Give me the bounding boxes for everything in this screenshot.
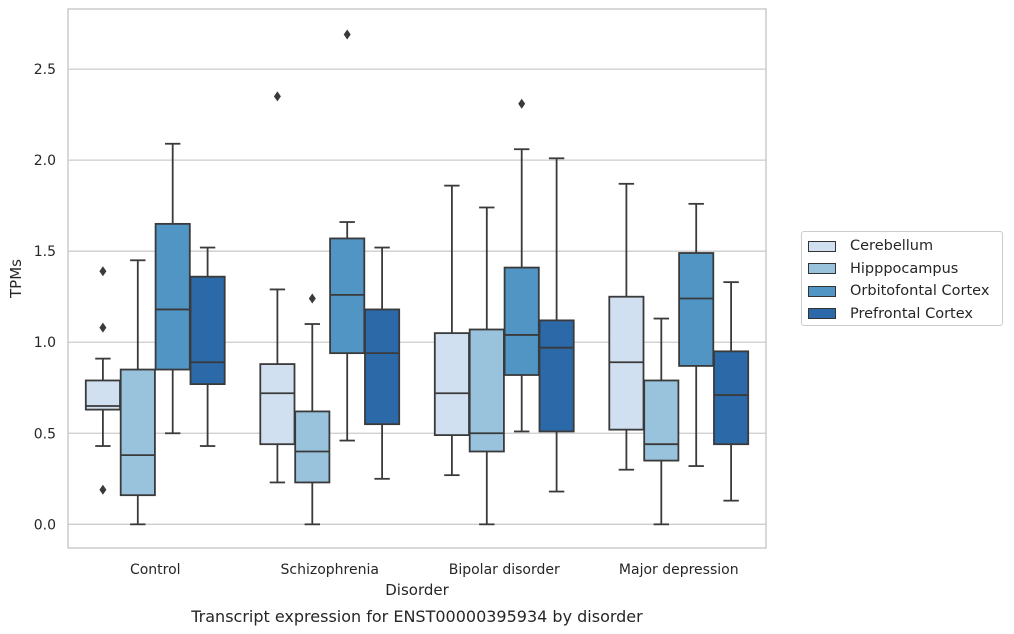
box (119, 259, 156, 526)
y-tick-label: 0.5 (34, 426, 56, 442)
y-axis-ticks: 0.0 0.5 1.0 1.5 2.0 2.5 (34, 62, 56, 533)
chart-caption: Transcript expression for ENST0000039593… (190, 607, 643, 626)
legend-swatch (808, 263, 836, 275)
outlier-marker (99, 484, 107, 495)
x-tick-label: Schizophrenia (281, 562, 379, 578)
y-tick-label: 1.0 (34, 335, 56, 351)
box (154, 142, 191, 435)
box (84, 266, 121, 495)
box-iqr (294, 410, 331, 484)
legend-label: Orbitofontal Cortex (850, 283, 990, 300)
x-tick-label: Bipolar disorder (449, 562, 560, 578)
box-iqr (364, 308, 401, 426)
box (503, 98, 540, 433)
x-axis-ticks: Control Schizophrenia Bipolar disorder Majo… (130, 562, 739, 578)
box (433, 184, 470, 477)
outlier-marker (518, 98, 526, 109)
y-tick-label: 0.0 (34, 517, 56, 533)
box (678, 202, 715, 467)
x-axis-label: Disorder (385, 581, 449, 599)
box (364, 246, 401, 480)
y-tick-label: 2.5 (34, 62, 56, 78)
outlier-marker (99, 322, 107, 333)
box (189, 246, 226, 447)
box-iqr (154, 222, 191, 371)
box-iqr (468, 328, 505, 453)
box (259, 91, 296, 484)
box (468, 206, 505, 526)
outlier-marker (273, 91, 281, 102)
plot-frame (67, 8, 767, 549)
legend-swatch (808, 308, 836, 320)
box (329, 29, 366, 442)
y-tick-label: 2.0 (34, 153, 56, 169)
box-iqr (119, 368, 156, 497)
legend: Cerebellum Hipppocampus Orbitofontal Corte… (801, 231, 1003, 326)
y-axis-label: TPMs (7, 259, 25, 299)
legend-item: Orbitofontal Cortex (808, 280, 1002, 303)
legend-label: Prefrontal Cortex (850, 305, 973, 322)
box-iqr (433, 332, 470, 437)
box (294, 293, 331, 526)
outlier-marker (343, 29, 351, 40)
box (643, 317, 680, 526)
legend-item: Hipppocampus (808, 258, 1002, 281)
legend-swatch (808, 285, 836, 297)
outlier-marker (99, 266, 107, 277)
box (713, 281, 750, 502)
legend-item: Cerebellum (808, 235, 1002, 258)
legend-label: Hipppocampus (850, 260, 959, 277)
box-iqr (678, 252, 715, 367)
legend-swatch (808, 240, 836, 252)
outlier-marker (308, 293, 316, 304)
y-tick-label: 1.5 (34, 244, 56, 260)
series-hipppocampus (119, 206, 680, 526)
series-prefrontal-cortex (189, 157, 750, 502)
box-iqr (713, 350, 750, 446)
box-iqr (189, 275, 226, 386)
box-iqr (643, 379, 680, 462)
plot-data (84, 29, 750, 526)
box (538, 157, 575, 493)
series-orbitofontal-cortex (154, 29, 715, 467)
x-tick-label: Major depression (619, 562, 739, 578)
box-iqr (538, 319, 575, 433)
box-iqr (259, 363, 296, 446)
legend-label: Cerebellum (850, 238, 934, 255)
box (608, 182, 645, 471)
box-iqr (608, 295, 645, 431)
legend-item: Prefrontal Cortex (808, 303, 1002, 326)
box-iqr (329, 237, 366, 355)
box-iqr (503, 266, 540, 376)
x-tick-label: Control (130, 562, 181, 578)
